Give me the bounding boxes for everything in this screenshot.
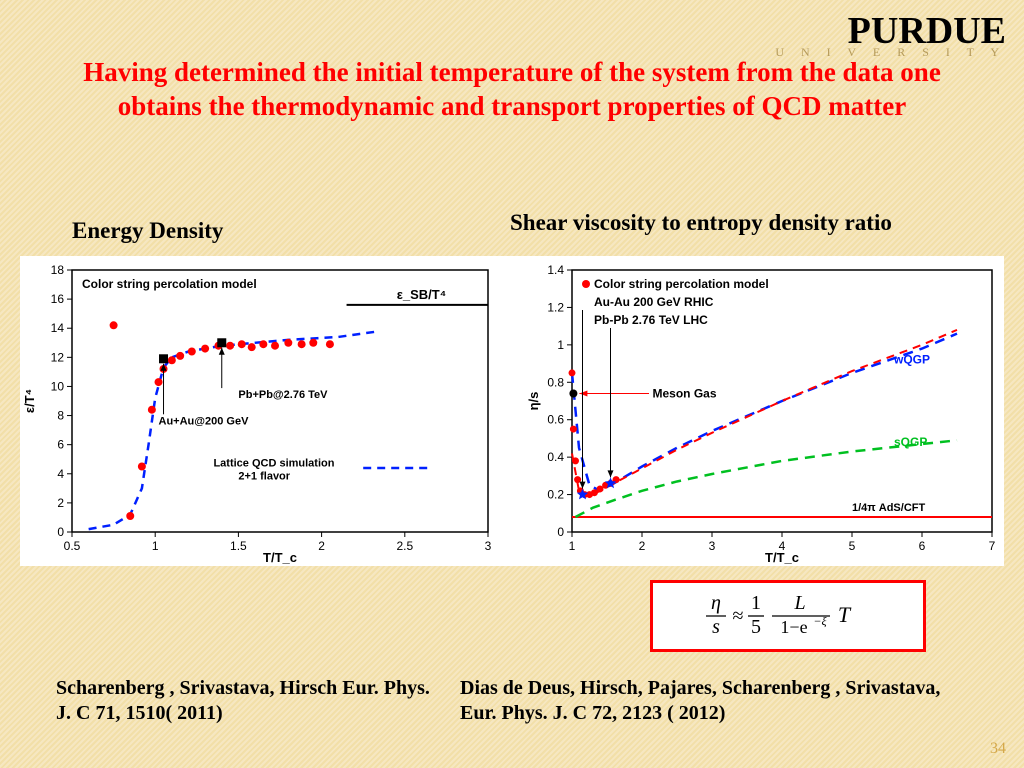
svg-text:2: 2 (639, 539, 646, 553)
svg-text:−ξ: −ξ (813, 614, 827, 628)
page-number: 34 (990, 740, 1006, 758)
svg-text:Meson Gas: Meson Gas (653, 387, 717, 401)
svg-text:0.8: 0.8 (547, 375, 564, 389)
svg-text:0: 0 (557, 525, 564, 539)
svg-text:Lattice QCD simulation: Lattice QCD simulation (213, 458, 334, 470)
svg-text:1: 1 (569, 539, 576, 553)
svg-text:3: 3 (485, 539, 492, 553)
svg-text:14: 14 (51, 321, 65, 335)
svg-text:T: T (838, 602, 852, 627)
purdue-logo: PURDUE U N I V E R S I T Y (775, 12, 1006, 58)
svg-text:5: 5 (849, 539, 856, 553)
svg-text:2+1 flavor: 2+1 flavor (238, 471, 290, 483)
svg-text:8: 8 (57, 409, 64, 423)
svg-text:ε_SB/T⁴: ε_SB/T⁴ (397, 287, 446, 302)
svg-text:2.5: 2.5 (396, 539, 413, 553)
svg-text:7: 7 (989, 539, 996, 553)
svg-text:1: 1 (557, 338, 564, 352)
svg-text:5: 5 (751, 616, 761, 638)
svg-text:wQGP: wQGP (893, 353, 930, 367)
svg-text:Color string percolation model: Color string percolation model (594, 277, 769, 291)
shear-viscosity-chart: 123456700.20.40.60.811.21.4T/T_cη/s1/4π … (524, 256, 1004, 566)
svg-text:2: 2 (318, 539, 325, 553)
svg-text:T/T_c: T/T_c (263, 550, 297, 565)
citation-right: Dias de Deus, Hirsch, Pajares, Scharenbe… (460, 676, 980, 726)
svg-text:L: L (793, 592, 805, 614)
svg-text:0.4: 0.4 (547, 450, 564, 464)
svg-text:0.6: 0.6 (547, 413, 564, 427)
svg-text:Color string percolation model: Color string percolation model (82, 277, 257, 291)
svg-text:0.2: 0.2 (547, 488, 564, 502)
svg-text:Au-Au 200 GeV RHIC: Au-Au 200 GeV RHIC (594, 295, 714, 309)
svg-text:Au+Au@200 GeV: Au+Au@200 GeV (159, 415, 250, 427)
svg-text:16: 16 (51, 292, 65, 306)
svg-text:s: s (712, 616, 720, 638)
svg-text:1: 1 (152, 539, 159, 553)
svg-text:Pb+Pb@2.76 TeV: Pb+Pb@2.76 TeV (238, 389, 328, 401)
svg-text:T/T_c: T/T_c (765, 550, 799, 565)
svg-text:η/s: η/s (526, 392, 541, 411)
svg-text:6: 6 (57, 438, 64, 452)
svg-text:4: 4 (57, 467, 64, 481)
subtitle-shear-viscosity: Shear viscosity to entropy density ratio (510, 210, 892, 236)
svg-text:Pb-Pb 2.76 TeV LHC: Pb-Pb 2.76 TeV LHC (594, 313, 708, 327)
svg-text:1: 1 (751, 592, 761, 614)
svg-text:3: 3 (709, 539, 716, 553)
energy-density-chart: 0.5 1 1.5 2 2.5 3 0 2 4 6 8 10 12 14 16 18 T/T_c ε/T⁴ ε_SB… (20, 256, 500, 566)
slide-title: Having determined the initial temperatur… (40, 56, 984, 124)
svg-text:≈: ≈ (733, 605, 744, 627)
svg-text:sQGP: sQGP (894, 435, 927, 449)
svg-text:0: 0 (57, 525, 64, 539)
svg-text:12: 12 (51, 350, 65, 364)
svg-text:1−e: 1−e (780, 617, 807, 637)
svg-text:1.2: 1.2 (547, 300, 564, 314)
svg-text:6: 6 (919, 539, 926, 553)
charts-panel: 0.511.522.53024681012141618T/T_cε/T⁴ε_SB… (20, 256, 1004, 566)
subtitle-energy-density: Energy Density (72, 218, 223, 244)
svg-text:10: 10 (51, 379, 65, 393)
svg-text:1/4π AdS/CFT: 1/4π AdS/CFT (852, 502, 925, 514)
citation-left: Scharenberg , Srivastava, Hirsch Eur. Ph… (56, 676, 436, 726)
svg-text:0.5: 0.5 (64, 539, 81, 553)
formula-box: ηs ≈15 L 1−e −ξ T (650, 580, 926, 652)
svg-text:2: 2 (57, 496, 64, 510)
svg-text:1.5: 1.5 (230, 539, 247, 553)
svg-text:18: 18 (51, 263, 65, 277)
svg-text:η: η (711, 592, 721, 614)
formula-eta-over-s: ηs ≈15 L 1−e −ξ T (698, 589, 878, 643)
svg-text:ε/T⁴: ε/T⁴ (22, 389, 37, 413)
svg-text:1.4: 1.4 (547, 263, 564, 277)
